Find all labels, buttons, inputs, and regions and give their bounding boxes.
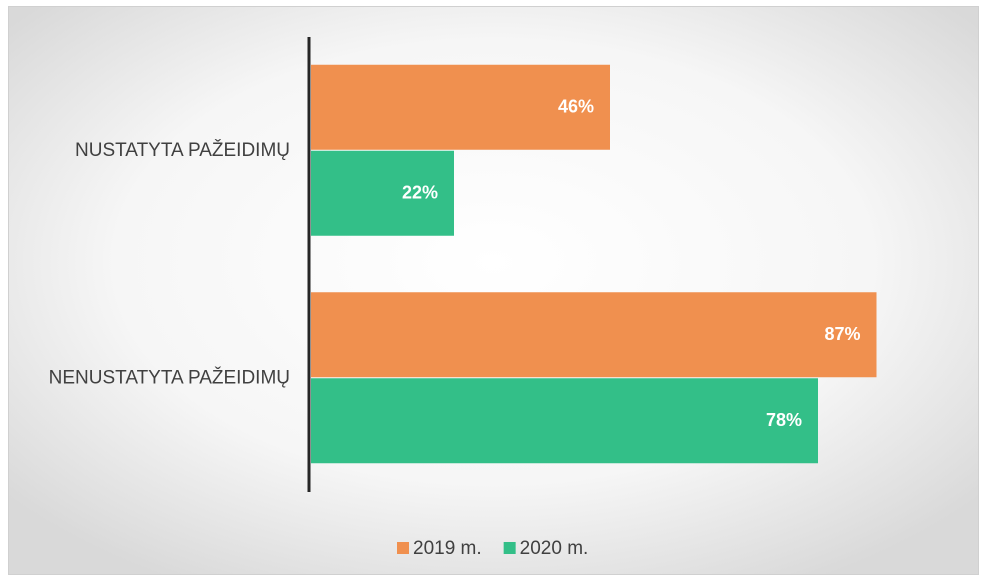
category-label: NENUSTATYTA PAŽEIDIMŲ (49, 366, 290, 388)
legend-swatch (397, 542, 409, 554)
legend-label: 2019 m. (413, 538, 482, 559)
category-label: NUSTATYTA PAŽEIDIMŲ (75, 139, 290, 161)
legend-swatch (503, 542, 516, 554)
legend-label: 2020 m. (520, 538, 589, 559)
data-label: 87% (824, 324, 860, 344)
bar (311, 150, 454, 236)
bar (311, 292, 877, 378)
data-label: 22% (402, 183, 438, 203)
bar (311, 378, 818, 464)
data-label: 78% (766, 410, 802, 430)
bar (311, 64, 610, 150)
data-label: 46% (558, 97, 594, 117)
